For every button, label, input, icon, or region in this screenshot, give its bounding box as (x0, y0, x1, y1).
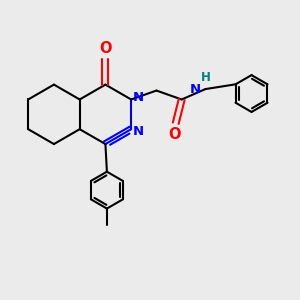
Text: N: N (133, 125, 144, 138)
Text: N: N (133, 91, 144, 103)
Text: H: H (200, 71, 210, 84)
Text: O: O (99, 41, 112, 56)
Text: O: O (168, 127, 181, 142)
Text: N: N (190, 83, 201, 96)
